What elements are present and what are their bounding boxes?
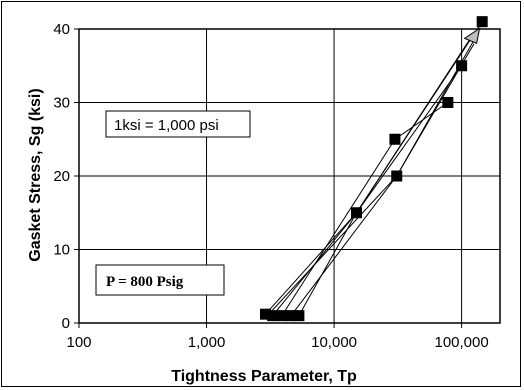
x-tick-label: 10,000: [311, 334, 357, 351]
x-tick-label: 1,000: [188, 334, 226, 351]
data-markers: [260, 16, 488, 322]
data-point: [442, 97, 454, 108]
series-line: [298, 21, 483, 316]
data-point: [391, 170, 403, 182]
units-note-box: 1ksi = 1,000 psi: [105, 110, 251, 138]
series-lines: [265, 21, 483, 316]
data-point: [293, 310, 305, 322]
data-point: [456, 60, 468, 72]
y-tick-label: 40: [53, 21, 70, 38]
data-point: [260, 308, 272, 320]
y-axis-ticks: 0 10 20 30 40: [53, 21, 79, 332]
x-axis-title: Tightness Parameter, Tp: [171, 368, 357, 385]
data-point: [276, 310, 288, 322]
end-marker-triangle: [463, 27, 481, 45]
y-axis-title: Gasket Stress, Sg (ksi): [27, 88, 44, 261]
x-tick-label: 100: [66, 334, 91, 351]
series-line: [290, 43, 475, 316]
y-tick-label: 10: [53, 242, 70, 259]
series-line: [281, 102, 449, 316]
y-tick-label: 30: [53, 95, 70, 112]
y-tick-label: 20: [53, 168, 70, 185]
data-point: [267, 310, 279, 322]
data-point: [389, 133, 401, 145]
data-point: [351, 207, 363, 219]
x-tick-label: 100,000: [434, 334, 488, 351]
data-point: [285, 310, 297, 322]
data-point: [476, 16, 488, 28]
x-axis-ticks: 100 1,000 10,000 100,000: [66, 323, 489, 351]
y-tick-label: 0: [62, 315, 70, 332]
pressure-note-box: P = 800 Psig: [95, 264, 225, 296]
pressure-note: P = 800 Psig: [106, 274, 184, 290]
units-note: 1ksi = 1,000 psi: [114, 117, 219, 134]
series-line: [265, 65, 463, 315]
